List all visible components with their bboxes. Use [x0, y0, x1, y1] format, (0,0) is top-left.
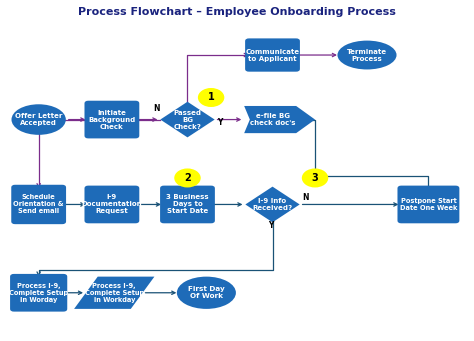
- Text: Schedule
Orientation &
Send email: Schedule Orientation & Send email: [13, 194, 64, 214]
- Ellipse shape: [11, 104, 66, 135]
- Polygon shape: [246, 187, 300, 222]
- FancyBboxPatch shape: [11, 185, 66, 224]
- Text: Y: Y: [217, 118, 222, 127]
- Polygon shape: [74, 277, 155, 309]
- Circle shape: [302, 168, 328, 188]
- Text: Communicate
to Applicant: Communicate to Applicant: [246, 48, 300, 61]
- Text: Y: Y: [268, 221, 273, 231]
- Text: Process Flowchart – Employee Onboarding Process: Process Flowchart – Employee Onboarding …: [78, 8, 396, 17]
- FancyBboxPatch shape: [84, 101, 139, 138]
- Text: 3: 3: [312, 173, 319, 183]
- Polygon shape: [160, 102, 215, 137]
- Ellipse shape: [337, 41, 397, 70]
- Text: Passed
BG
Check?: Passed BG Check?: [173, 109, 201, 130]
- Text: N: N: [302, 193, 309, 203]
- Text: 1: 1: [208, 92, 214, 103]
- Text: I-9
Documentation
Request: I-9 Documentation Request: [82, 194, 142, 214]
- Text: N: N: [153, 104, 160, 113]
- Text: 3 Business
Days to
Start Date: 3 Business Days to Start Date: [166, 194, 209, 214]
- Text: First Day
Of Work: First Day Of Work: [188, 286, 225, 299]
- Text: 2: 2: [184, 173, 191, 183]
- Circle shape: [198, 88, 224, 107]
- Text: Process I-9,
Complete Setup
in Workday: Process I-9, Complete Setup in Workday: [85, 283, 144, 303]
- Ellipse shape: [177, 277, 236, 309]
- Text: Postpone Start
Date One Week: Postpone Start Date One Week: [400, 198, 457, 211]
- Text: Initiate
Background
Check: Initiate Background Check: [88, 109, 136, 130]
- Text: e-file BG
check doc's: e-file BG check doc's: [250, 113, 296, 126]
- FancyBboxPatch shape: [398, 186, 459, 223]
- FancyBboxPatch shape: [84, 186, 139, 223]
- Text: Terminate
Process: Terminate Process: [347, 48, 387, 61]
- Circle shape: [174, 168, 201, 188]
- Text: Offer Letter
Accepted: Offer Letter Accepted: [15, 113, 63, 126]
- FancyBboxPatch shape: [160, 186, 215, 223]
- Text: Process I-9,
Complete Setup
In Worday: Process I-9, Complete Setup In Worday: [9, 283, 68, 303]
- Text: I-9 Info
Received?: I-9 Info Received?: [253, 198, 292, 211]
- Polygon shape: [244, 106, 315, 133]
- FancyBboxPatch shape: [245, 39, 300, 72]
- FancyBboxPatch shape: [10, 274, 67, 312]
